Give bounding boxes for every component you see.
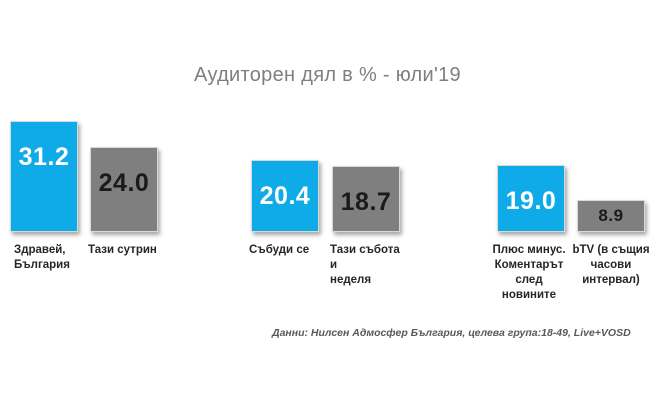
category-label-line: след bbox=[515, 274, 543, 286]
category-label-line: България bbox=[14, 259, 70, 271]
chart-title: Аудиторен дял в % - юли'19 bbox=[194, 64, 461, 86]
category-label-line: новините bbox=[501, 289, 557, 301]
bar-value-label-1: 31.2 bbox=[18, 142, 70, 171]
bar-3 bbox=[251, 160, 319, 232]
category-label-line: bTV (в същия bbox=[572, 244, 650, 256]
bar-value-label-2: 24.0 bbox=[98, 168, 150, 197]
category-label-line: неделя bbox=[330, 274, 372, 286]
bar-1 bbox=[10, 121, 78, 232]
bar-5 bbox=[497, 165, 565, 232]
bar-4 bbox=[332, 166, 400, 232]
category-label-line: часови bbox=[590, 259, 632, 271]
category-label-line: интервал) bbox=[582, 274, 640, 286]
source-note: Данни: Нилсен Адмосфер България, целева … bbox=[272, 327, 631, 339]
category-label-3: Събуди се bbox=[249, 243, 329, 258]
category-label-4: Тази събота и неделя bbox=[330, 243, 410, 288]
category-label-1: Здравей, България bbox=[14, 243, 94, 273]
category-label-5: Плюс минус. Коментарът след новините bbox=[487, 243, 571, 303]
category-label-line: Събуди се bbox=[249, 244, 310, 256]
bar-value-label-5: 19.0 bbox=[505, 186, 557, 215]
category-label-line: Тази сутрин bbox=[88, 244, 157, 256]
category-label-line: Плюс минус. bbox=[492, 244, 566, 256]
bar-value-label-6: 8.9 bbox=[598, 206, 624, 225]
category-label-2: Тази сутрин bbox=[88, 243, 168, 258]
category-label-line: Коментарът bbox=[494, 259, 564, 271]
bar-value-label-3: 20.4 bbox=[259, 181, 311, 210]
bar-value-label-4: 18.7 bbox=[340, 187, 392, 216]
category-label-line: Здравей, bbox=[14, 244, 66, 256]
category-label-6: bTV (в същия часови интервал) bbox=[571, 243, 651, 288]
bar-6 bbox=[577, 200, 645, 232]
category-label-line: Тази събота и bbox=[330, 244, 400, 271]
bar-2 bbox=[90, 147, 158, 232]
